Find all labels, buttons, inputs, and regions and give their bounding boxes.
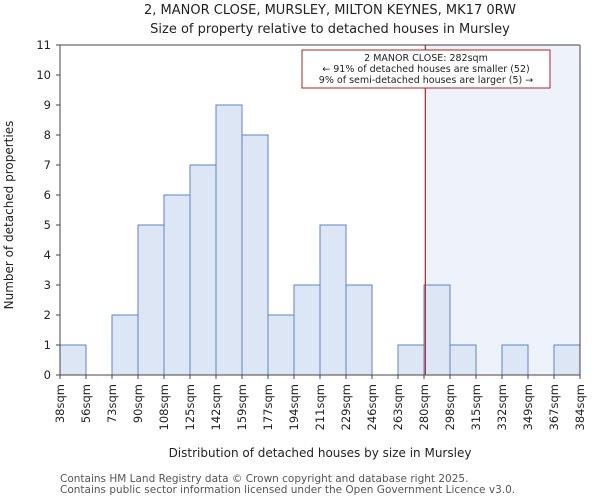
y-tick-label-3: 3 xyxy=(44,278,51,292)
bar-73sqm xyxy=(111,314,139,376)
y-tick-label-5: 5 xyxy=(44,218,51,232)
y-tick-label-2: 2 xyxy=(44,308,51,322)
x-tick-label-211sqm: 211sqm xyxy=(313,384,327,430)
x-tick-label-367sqm: 367sqm xyxy=(547,384,561,430)
x-tick-label-349sqm: 349sqm xyxy=(521,384,535,430)
y-tick-label-11: 11 xyxy=(36,38,51,52)
x-tick-label-56sqm: 56sqm xyxy=(79,384,93,423)
annotation-box xyxy=(301,49,551,89)
y-tick-label-8: 8 xyxy=(44,128,51,142)
x-tick-label-90sqm: 90sqm xyxy=(131,384,145,423)
bar-177sqm xyxy=(267,314,295,376)
footer-licence: Contains public sector information licen… xyxy=(60,484,516,496)
y-tick-label-10: 10 xyxy=(36,68,51,82)
x-tick-label-142sqm: 142sqm xyxy=(209,384,223,430)
x-tick-label-384sqm: 384sqm xyxy=(573,384,587,430)
annotation-line-3: 9% of semi-detached houses are larger (5… xyxy=(319,75,533,86)
y-tick-label-0: 0 xyxy=(44,368,51,382)
x-tick-label-332sqm: 332sqm xyxy=(495,384,509,430)
x-tick-label-298sqm: 298sqm xyxy=(443,384,457,430)
chart-title-line1: 2, MANOR CLOSE, MURSLEY, MILTON KEYNES, … xyxy=(144,3,516,18)
bar-142sqm xyxy=(215,104,243,376)
bar-194sqm xyxy=(293,284,321,376)
x-tick-label-159sqm: 159sqm xyxy=(235,384,249,430)
x-tick-label-280sqm: 280sqm xyxy=(417,384,431,430)
x-tick-label-194sqm: 194sqm xyxy=(287,384,301,430)
bar-298sqm xyxy=(449,344,477,376)
bar-211sqm xyxy=(319,224,347,376)
y-tick-label-9: 9 xyxy=(44,98,51,112)
y-tick-label-4: 4 xyxy=(44,248,51,262)
larger-region-highlight xyxy=(425,45,580,375)
x-tick-label-229sqm: 229sqm xyxy=(339,384,353,430)
x-tick-label-73sqm: 73sqm xyxy=(105,384,119,423)
bar-263sqm xyxy=(397,344,425,376)
bar-229sqm xyxy=(345,284,373,376)
footer-copyright: Contains HM Land Registry data © Crown c… xyxy=(60,473,469,485)
x-tick-label-246sqm: 246sqm xyxy=(365,384,379,430)
bar-38sqm xyxy=(59,344,87,376)
chart-title-line2: Size of property relative to detached ho… xyxy=(150,22,510,37)
x-tick-label-177sqm: 177sqm xyxy=(261,384,275,430)
x-tick-label-125sqm: 125sqm xyxy=(183,384,197,430)
x-tick-label-263sqm: 263sqm xyxy=(391,384,405,430)
y-tick-label-6: 6 xyxy=(44,188,51,202)
x-tick-label-108sqm: 108sqm xyxy=(157,384,171,430)
x-tick-label-315sqm: 315sqm xyxy=(469,384,483,430)
bar-367sqm xyxy=(553,344,581,376)
bar-108sqm xyxy=(163,194,191,376)
bar-280sqm xyxy=(423,284,451,376)
bar-90sqm xyxy=(137,224,165,376)
y-tick-label-1: 1 xyxy=(44,338,51,352)
y-axis-label: Number of detached properties xyxy=(2,121,16,310)
y-tick-label-7: 7 xyxy=(44,158,51,172)
annotation-line-2: ← 91% of detached houses are smaller (52… xyxy=(322,64,529,75)
bar-125sqm xyxy=(189,164,217,376)
x-axis-label: Distribution of detached houses by size … xyxy=(169,446,472,460)
bar-332sqm xyxy=(501,344,529,376)
plot-area: 0 1 2 3 4 5 6 7 8 9 10 11 38sqm 56sqm 73sqm 90sqm 108sqm… xyxy=(36,38,587,430)
annotation-line-1: 2 MANOR CLOSE: 282sqm xyxy=(364,53,488,64)
x-tick-label-38sqm: 38sqm xyxy=(53,384,67,423)
bar-159sqm xyxy=(241,134,269,376)
